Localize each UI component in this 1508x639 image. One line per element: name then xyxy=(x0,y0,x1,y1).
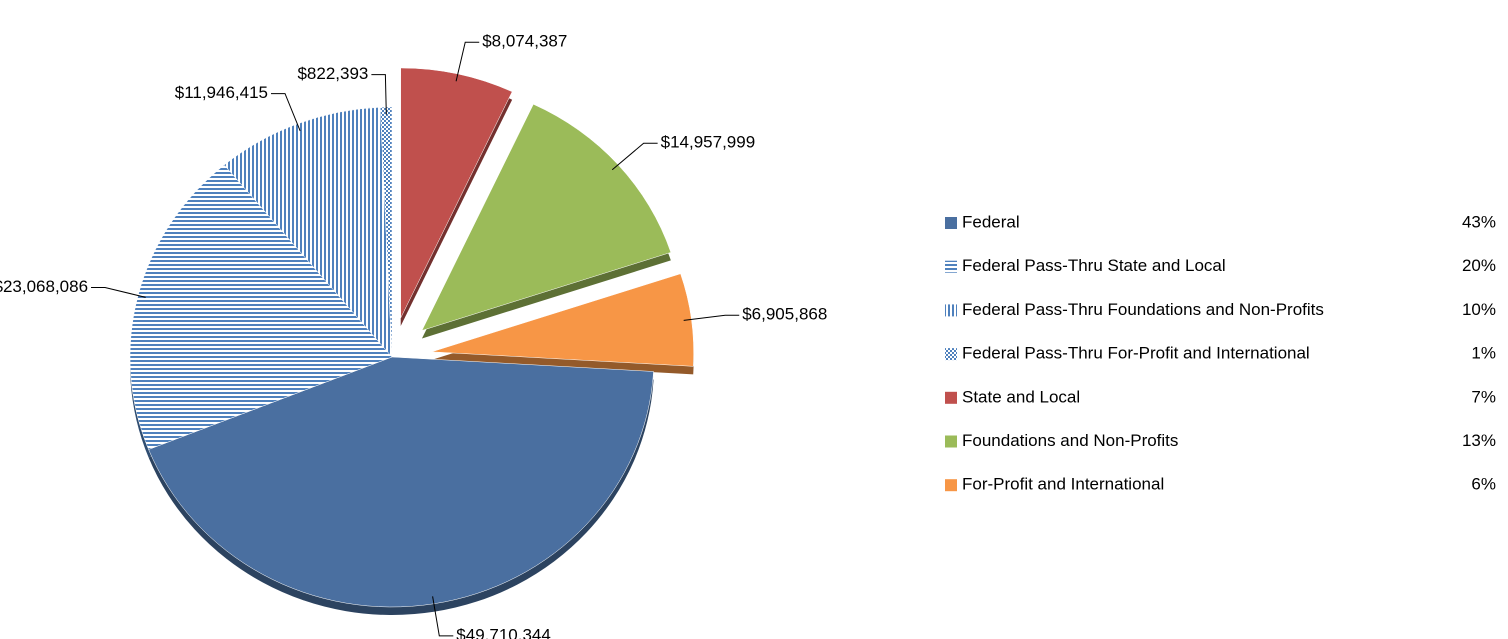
leader-line xyxy=(271,93,301,132)
data-label: $49,710,344 xyxy=(456,625,551,639)
data-label: $11,946,415 xyxy=(175,83,268,102)
legend-label: Federal Pass-Thru Foundations and Non-Pr… xyxy=(962,300,1324,319)
legend-percent: 1% xyxy=(1471,344,1496,363)
legend-swatch xyxy=(945,348,957,361)
legend-label: Federal xyxy=(962,212,1020,231)
legend-label: Federal Pass-Thru State and Local xyxy=(962,256,1226,275)
leader-line xyxy=(455,41,480,82)
legend-percent: 13% xyxy=(1462,431,1496,450)
legend-percent: 43% xyxy=(1462,212,1496,231)
leader-line xyxy=(683,314,740,321)
legend-label: State and Local xyxy=(962,387,1080,406)
legend-swatch xyxy=(945,479,957,492)
legend-swatch xyxy=(945,391,957,404)
legend-label: Foundations and Non-Profits xyxy=(962,431,1178,450)
data-label: $14,957,999 xyxy=(661,133,756,152)
legend-swatch xyxy=(945,260,957,273)
legend-swatch xyxy=(945,304,957,317)
legend-percent: 20% xyxy=(1462,256,1496,275)
data-label: $23,068,086 xyxy=(0,277,88,296)
leader-line xyxy=(611,142,658,171)
legend-swatch xyxy=(945,435,957,448)
legend-percent: 7% xyxy=(1471,387,1496,406)
leader-line xyxy=(371,74,387,115)
leader-line xyxy=(432,596,454,637)
legend-swatch xyxy=(945,217,957,229)
legend-label: Federal Pass-Thru For-Profit and Interna… xyxy=(962,344,1310,363)
data-label: $822,393 xyxy=(297,64,368,83)
data-label: $8,074,387 xyxy=(482,32,567,51)
legend-percent: 10% xyxy=(1462,300,1496,319)
data-label: $6,905,868 xyxy=(742,305,827,324)
leader-line xyxy=(91,287,146,298)
legend-percent: 6% xyxy=(1471,475,1496,494)
legend-label: For-Profit and International xyxy=(962,475,1164,494)
